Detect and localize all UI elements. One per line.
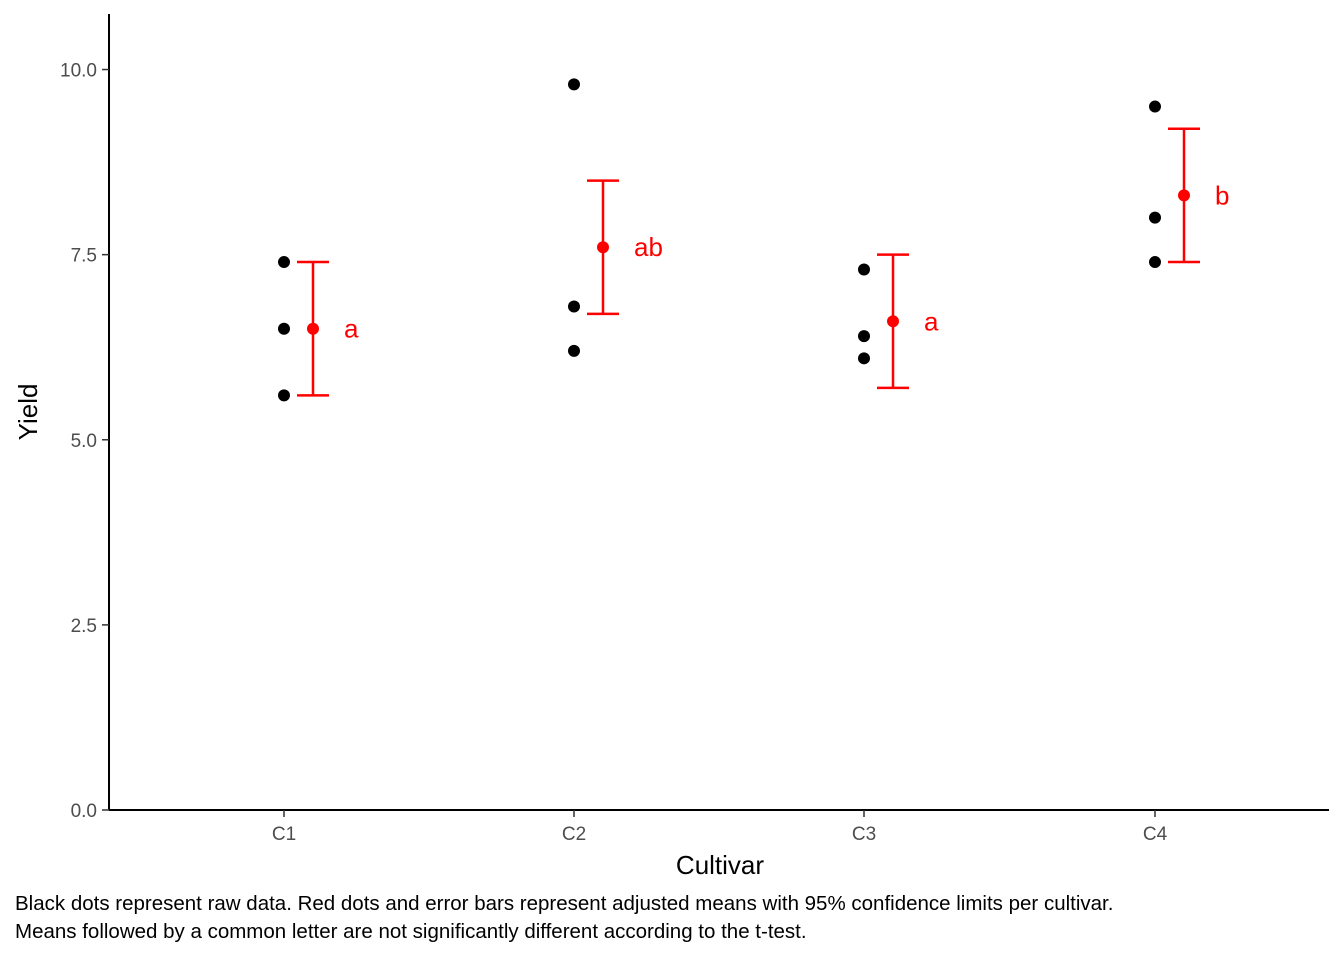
y-tick-label: 7.5 xyxy=(71,246,97,267)
raw-data-point xyxy=(278,256,290,269)
x-tick-label: C2 xyxy=(562,824,586,845)
x-tick-label: C3 xyxy=(852,824,876,845)
raw-points xyxy=(278,78,1161,402)
significance-letter: a xyxy=(924,306,939,336)
raw-data-point xyxy=(1149,211,1161,224)
caption-line-2: Means followed by a common letter are no… xyxy=(15,920,807,943)
raw-data-point xyxy=(858,352,870,365)
raw-data-point xyxy=(1149,100,1161,113)
axes: 0.0 2.5 5.0 7.5 10.0 C1 C2 C3 C4 xyxy=(60,14,1329,845)
significance-letter: b xyxy=(1215,180,1229,210)
significance-letter: a xyxy=(344,314,359,344)
raw-data-point xyxy=(858,330,870,343)
raw-data-point xyxy=(568,344,580,357)
raw-data-point xyxy=(278,322,290,335)
raw-data-point xyxy=(858,263,870,276)
y-tick-label: 0.0 xyxy=(71,801,97,822)
x-tick-label: C1 xyxy=(272,824,296,845)
raw-data-point xyxy=(1149,256,1161,269)
mean-point xyxy=(597,241,609,254)
y-tick-label: 10.0 xyxy=(60,61,97,82)
y-tick-label: 5.0 xyxy=(71,431,97,452)
x-axis-title: Cultivar xyxy=(676,850,764,880)
raw-data-point xyxy=(568,78,580,91)
x-tick-label: C4 xyxy=(1143,824,1168,845)
mean-point xyxy=(307,322,319,335)
raw-data-point xyxy=(278,389,290,402)
y-axis-title: Yield xyxy=(13,384,43,441)
raw-data-point xyxy=(568,300,580,313)
caption-line-1: Black dots represent raw data. Red dots … xyxy=(15,892,1114,915)
chart-caption: Black dots represent raw data. Red dots … xyxy=(15,890,1335,946)
significance-letter: ab xyxy=(634,232,663,262)
y-tick-label: 2.5 xyxy=(71,616,97,637)
mean-point xyxy=(887,315,899,328)
mean-point xyxy=(1178,189,1190,202)
